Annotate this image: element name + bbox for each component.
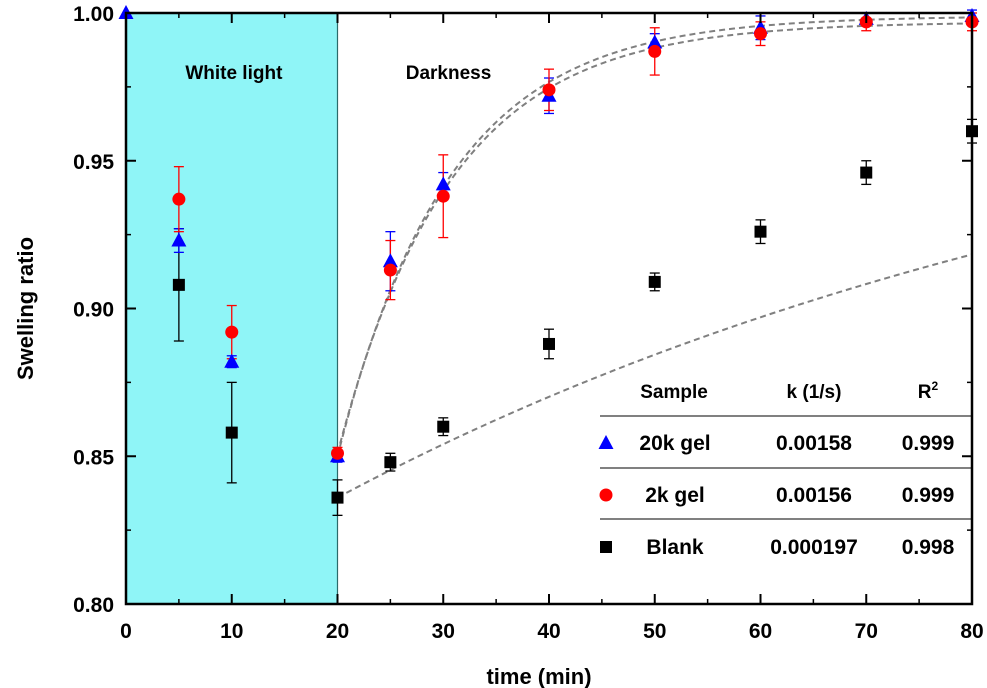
table-marker-2k-gel — [599, 488, 613, 502]
data-point-20k-gel — [647, 34, 663, 49]
data-point-blank — [754, 225, 767, 238]
x-tick-label: 50 — [643, 620, 666, 643]
x-tick-label: 70 — [855, 620, 878, 643]
data-point-2k-gel — [754, 27, 767, 41]
data-point-20k-gel — [382, 253, 398, 268]
data-point-2k-gel — [172, 192, 186, 206]
data-point-blank — [860, 166, 873, 179]
axis-ticks: 0 10 20 30 40 50 60 70 80 0.80 0.85 0.90 0.95 1.00 — [73, 3, 984, 643]
table-header-k: k (1/s) — [787, 382, 842, 403]
table-k-2k-gel: 0.00156 — [776, 484, 852, 507]
data-point-blank — [437, 420, 450, 433]
data-point-2k-gel — [542, 83, 556, 97]
table-r2-2k-gel: 0.999 — [902, 484, 955, 507]
table-k-20k-gel: 0.00158 — [776, 432, 852, 455]
table-header-r2: R2 — [918, 379, 939, 403]
table-sample-blank: Blank — [646, 536, 704, 559]
region-label-darkness: Darkness — [406, 63, 492, 84]
data-point-blank — [331, 491, 344, 504]
data-point-blank — [543, 337, 555, 350]
table-marker-blank — [600, 541, 612, 553]
data-point-blank — [225, 426, 238, 439]
table-r2-20k-gel: 0.999 — [902, 432, 955, 455]
data-point-2k-gel — [648, 44, 662, 58]
table-marker-20k-gel — [598, 435, 614, 449]
x-tick-label: 20 — [326, 620, 349, 643]
fit-parameter-table: Sample k (1/s) R2 20k gel 0.00158 0.999 2k … — [598, 379, 972, 559]
table-header-sample: Sample — [640, 382, 708, 403]
y-tick-label: 0.80 — [73, 594, 114, 617]
table-sample-2k-gel: 2k gel — [645, 484, 705, 507]
fit-curves — [336, 16, 973, 499]
y-axis-title: Swelling ratio — [13, 237, 38, 380]
x-tick-label: 10 — [220, 620, 243, 643]
data-point-20k-gel — [224, 353, 240, 368]
x-tick-label: 0 — [120, 620, 132, 643]
table-rules — [600, 415, 972, 520]
data-point-2k-gel — [331, 446, 344, 460]
table-sample-20k-gel: 20k gel — [639, 432, 710, 455]
x-axis-title: time (min) — [486, 664, 591, 688]
data-point-20k-gel — [171, 232, 187, 247]
data-point-20k-gel — [435, 176, 451, 191]
data-markers — [118, 5, 980, 504]
y-tick-label: 0.90 — [73, 299, 114, 322]
x-tick-label: 60 — [749, 620, 772, 643]
x-tick-label: 80 — [960, 620, 983, 643]
x-tick-label: 30 — [432, 620, 455, 643]
y-tick-label: 0.95 — [73, 151, 114, 174]
x-tick-label: 40 — [537, 620, 560, 643]
data-point-2k-gel — [225, 325, 239, 339]
data-point-2k-gel — [436, 189, 450, 203]
data-point-blank — [172, 278, 185, 291]
y-tick-label: 1.00 — [73, 3, 114, 26]
data-point-blank — [648, 275, 661, 288]
fit-curve-blank — [337, 253, 973, 499]
y-tick-label: 0.85 — [73, 446, 114, 469]
table-k-blank: 0.000197 — [770, 536, 858, 559]
data-point-blank — [384, 456, 397, 469]
region-label-white-light: White light — [185, 63, 283, 84]
table-rows: 20k gel 0.00158 0.999 2k gel 0.00156 0.999 Bla… — [598, 432, 955, 559]
table-r2-blank: 0.998 — [902, 536, 955, 559]
data-point-2k-gel — [383, 263, 397, 277]
